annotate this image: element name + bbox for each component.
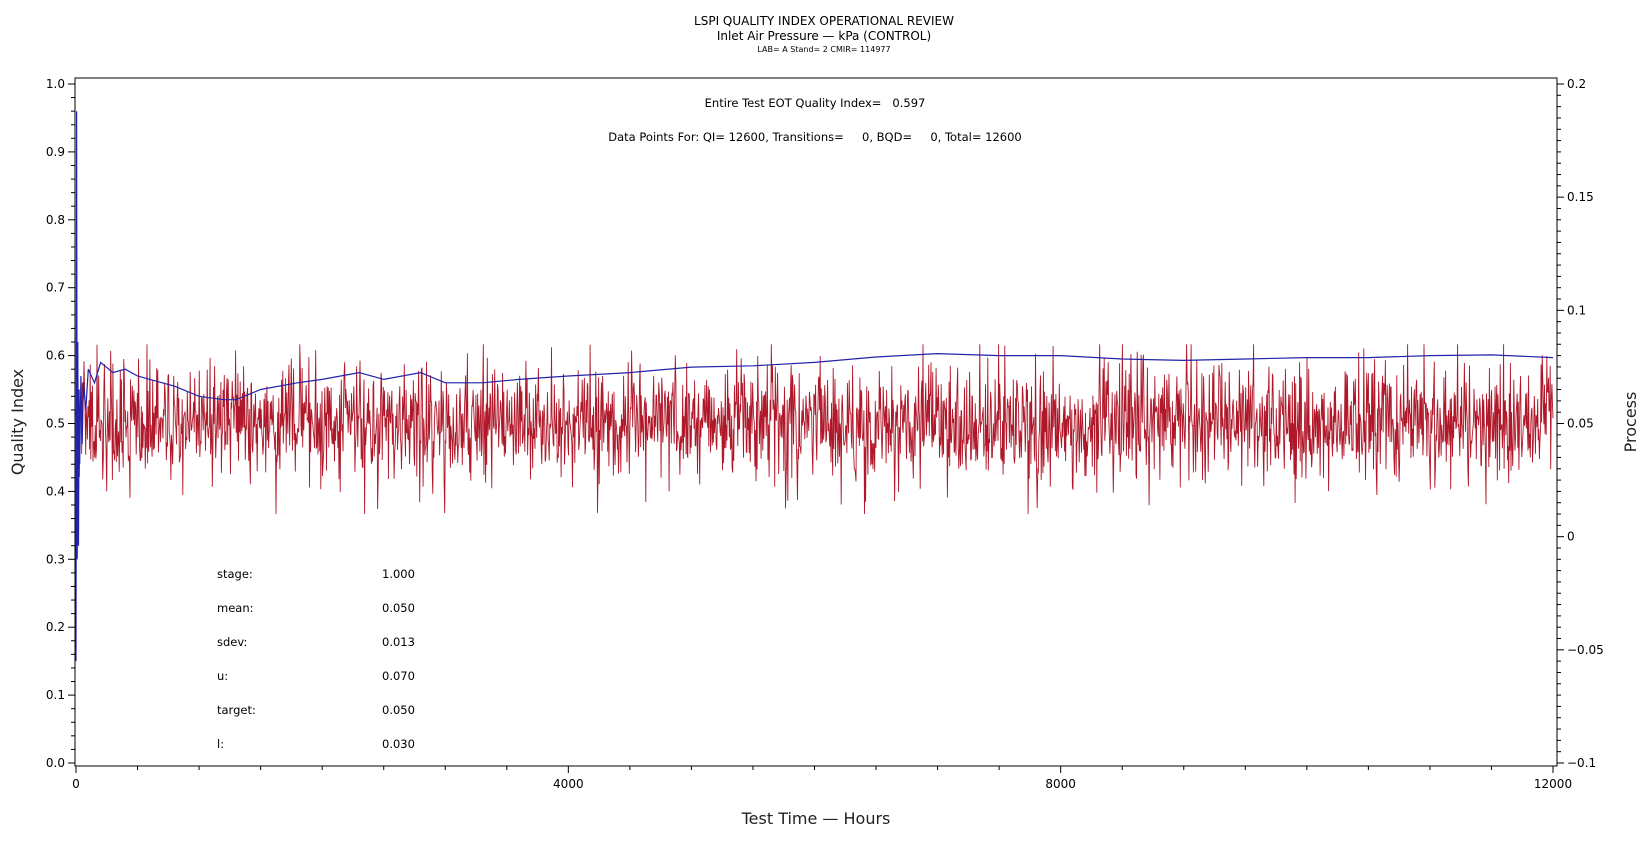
- data-points-summary: Data Points For: QI= 12600, Transitions=…: [608, 130, 1021, 144]
- y2-tick-label: 0.1: [1567, 303, 1586, 317]
- x-tick-label: 0: [72, 777, 80, 791]
- stat-label: sdev:: [217, 635, 247, 649]
- y-tick-label: 0.7: [46, 281, 65, 295]
- y-tick-label: 0.8: [46, 213, 65, 227]
- y2-tick-label: 0.2: [1567, 77, 1586, 91]
- y2-axis-title: Process: [1621, 392, 1640, 453]
- y-tick-label: 0.5: [46, 417, 65, 431]
- stat-value: 0.013: [382, 635, 415, 649]
- y-tick-label: 0.1: [46, 688, 65, 702]
- y-axis-left: 0.0 0.1 0.2 0.3 0.4 0.5 0.6 0.7 0.8 0.9 1.0: [46, 77, 75, 770]
- stat-label: stage:: [217, 567, 253, 581]
- y-tick-label: 0.0: [46, 756, 65, 770]
- plot-frame: [74, 77, 1558, 767]
- y-tick-label: 0.9: [46, 145, 65, 159]
- stat-value: 0.070: [382, 669, 415, 683]
- y-tick-label: 0.4: [46, 484, 65, 498]
- y-tick-label: 0.6: [46, 349, 65, 363]
- y-axis-right: −0.1 −0.05 0 0.05 0.1 0.15 0.2: [1557, 77, 1604, 770]
- quality-index-series: [75, 111, 1554, 662]
- y-tick-label: 0.2: [46, 620, 65, 634]
- stat-label: mean:: [217, 601, 254, 615]
- stat-label: l:: [217, 737, 224, 751]
- stats-block: stage: 1.000 mean: 0.050 sdev: 0.013 u: 0.070 ta…: [217, 567, 415, 751]
- y-axis-title: Quality Index: [8, 369, 27, 475]
- y-tick-label: 1.0: [46, 77, 65, 91]
- quality-index-line: [75, 111, 1554, 662]
- eot-quality-index: Entire Test EOT Quality Index= 0.597: [705, 96, 926, 110]
- chart-title: LSPI QUALITY INDEX OPERATIONAL REVIEW: [694, 14, 954, 28]
- y2-tick-label: −0.05: [1567, 643, 1604, 657]
- x-tick-label: 4000: [553, 777, 584, 791]
- stat-value: 0.050: [382, 703, 415, 717]
- process-series: [75, 344, 1554, 515]
- y2-tick-label: 0.15: [1567, 190, 1594, 204]
- stat-label: u:: [217, 669, 228, 683]
- stat-label: target:: [217, 703, 256, 717]
- x-tick-label: 12000: [1534, 777, 1572, 791]
- stat-value: 0.030: [382, 737, 415, 751]
- y2-tick-label: 0.05: [1567, 417, 1594, 431]
- x-axis: 0 4000 8000 12000: [72, 766, 1572, 791]
- y-tick-label: 0.3: [46, 552, 65, 566]
- y2-tick-label: −0.1: [1567, 756, 1596, 770]
- stat-value: 1.000: [382, 567, 415, 581]
- stat-value: 0.050: [382, 601, 415, 615]
- x-axis-title: Test Time — Hours: [741, 809, 891, 828]
- chart-subtitle-lab: LAB= A Stand= 2 CMIR= 114977: [757, 45, 890, 54]
- x-tick-label: 8000: [1045, 777, 1076, 791]
- y2-tick-label: 0: [1567, 530, 1575, 544]
- process-line: [75, 344, 1554, 515]
- chart-subtitle: Inlet Air Pressure — kPa (CONTROL): [717, 29, 931, 43]
